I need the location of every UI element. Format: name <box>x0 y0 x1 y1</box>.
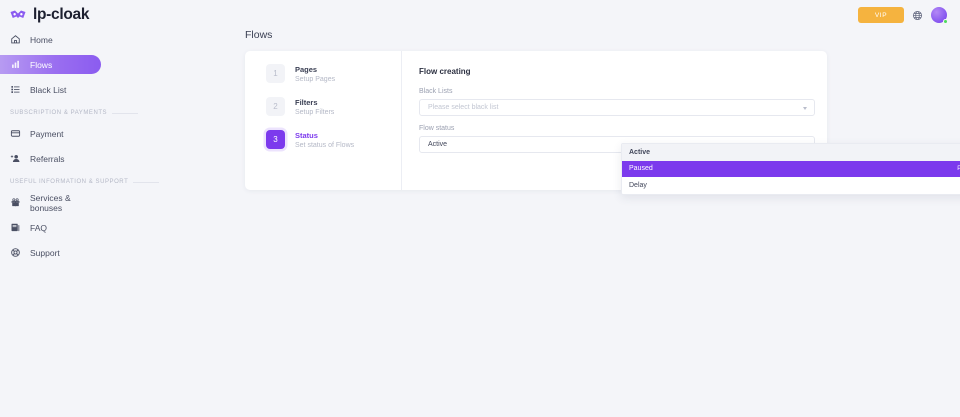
step-filters[interactable]: 2 Filters Setup Filters <box>266 97 401 118</box>
brand-logo[interactable]: lp-cloak <box>0 0 202 24</box>
sidebar-primary-nav: Home Flows Black List <box>0 30 202 99</box>
card-icon <box>10 130 21 137</box>
sidebar-item-label: Flows <box>30 59 53 70</box>
user-plus-icon <box>10 154 20 162</box>
page-title: Flows <box>245 29 273 41</box>
step-number-badge: 2 <box>266 97 285 116</box>
option-hint: Press enter to select <box>957 166 960 172</box>
vip-badge[interactable]: VIP <box>858 7 904 23</box>
steps-pane: 1 Pages Setup Pages 2 Filters Setup Filt… <box>245 51 402 190</box>
section-divider <box>133 181 160 183</box>
step-text: Pages Setup Pages <box>295 64 335 85</box>
sidebar-item-label: FAQ <box>30 222 48 233</box>
step-text: Filters Setup Filters <box>295 97 334 118</box>
step-status[interactable]: 3 Status Set status of Flows <box>266 130 401 151</box>
option-label: Active <box>629 148 651 156</box>
sidebar-item-label: Black List <box>30 84 67 95</box>
black-lists-placeholder: Please select black list <box>428 104 499 111</box>
avatar[interactable] <box>931 7 948 24</box>
sidebar-item-services-bonuses[interactable]: Services & bonuses <box>0 192 101 213</box>
sidebar-item-label: Services & bonuses <box>30 192 71 213</box>
dropdown-option-paused[interactable]: Paused Press enter to select <box>622 160 960 177</box>
flow-status-dropdown[interactable]: Active Selected Paused Press enter to se… <box>621 143 960 195</box>
dropdown-option-delay[interactable]: Delay <box>622 177 960 194</box>
sidebar-item-label: Payment <box>30 128 64 139</box>
sidebar: lp-cloak Home Flows <box>0 0 202 417</box>
black-lists-label: Black Lists <box>419 88 453 95</box>
flow-status-label: Flow status <box>419 125 455 132</box>
sidebar-item-black-list[interactable]: Black List <box>0 80 101 99</box>
dropdown-option-active[interactable]: Active Selected <box>622 144 960 161</box>
list-icon <box>11 86 20 93</box>
sidebar-item-label: Support <box>30 247 60 258</box>
step-subtitle: Setup Filters <box>295 109 335 116</box>
section-label-text: Useful information & support <box>10 179 129 185</box>
gift-icon <box>11 198 20 207</box>
step-number-badge: 3 <box>266 130 285 149</box>
sidebar-item-label: Home <box>30 34 53 45</box>
step-text: Status Set status of Flows <box>295 130 354 151</box>
step-subtitle: Set status of Flows <box>295 142 355 149</box>
globe-icon[interactable] <box>912 10 923 21</box>
sidebar-item-payment[interactable]: Payment <box>0 124 101 143</box>
sidebar-item-faq[interactable]: FAQ <box>0 218 101 237</box>
section-label-text: Subscription & payments <box>10 110 108 116</box>
step-title: Pages <box>295 65 318 74</box>
main-content: Flows 1 Pages Setup Pages 2 Filters Setu… <box>202 0 960 417</box>
sidebar-item-home[interactable]: Home <box>0 30 101 49</box>
option-label: Paused <box>629 165 653 173</box>
sidebar-item-referrals[interactable]: Referrals <box>0 149 101 168</box>
flow-status-value: Active <box>428 141 448 148</box>
chevron-down-icon <box>803 106 807 110</box>
brand-name: lp-cloak <box>33 6 90 24</box>
step-subtitle: Setup Pages <box>295 76 336 83</box>
step-title: Filters <box>295 98 318 107</box>
home-icon <box>11 35 20 44</box>
step-pages[interactable]: 1 Pages Setup Pages <box>266 64 401 85</box>
option-label: Delay <box>629 181 647 189</box>
mask-icon <box>10 10 26 18</box>
sidebar-item-flows[interactable]: Flows <box>0 55 101 74</box>
form-heading: Flow creating <box>419 67 471 76</box>
step-title: Status <box>295 131 318 140</box>
sidebar-section-label-subscription: Subscription & payments <box>0 110 202 116</box>
step-number-badge: 1 <box>266 64 285 83</box>
sidebar-item-label: Referrals <box>30 153 65 164</box>
section-divider <box>112 112 139 114</box>
chart-icon <box>12 60 19 68</box>
book-icon <box>11 223 20 232</box>
lifebuoy-icon <box>11 248 20 257</box>
online-status-dot <box>943 19 948 24</box>
black-lists-select[interactable]: Please select black list <box>419 99 815 116</box>
sidebar-item-support[interactable]: Support <box>0 243 101 262</box>
header-actions: VIP <box>858 0 960 26</box>
sidebar-section-label-support: Useful information & support <box>0 179 202 185</box>
